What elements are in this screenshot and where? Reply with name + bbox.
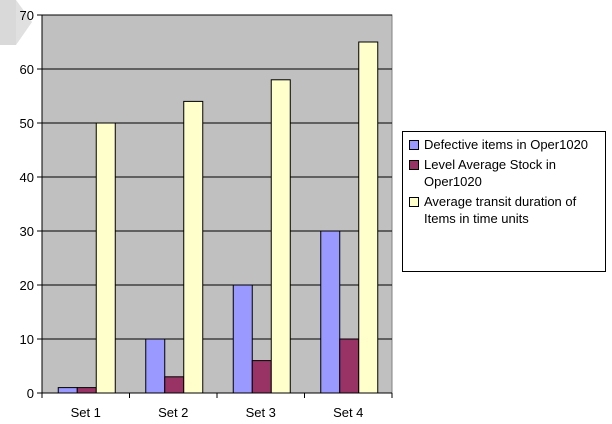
- legend: Defective items in Oper1020 Level Averag…: [402, 131, 606, 272]
- x-tick-label: Set 3: [246, 405, 276, 420]
- bar-defective-1: [57, 387, 78, 394]
- bar-transit-3: [270, 79, 291, 394]
- y-tick-label: 0: [27, 386, 34, 401]
- legend-label-defective: Defective items in Oper1020: [424, 137, 589, 152]
- bar-series: [57, 41, 379, 394]
- bar-stock-3: [251, 360, 272, 394]
- bar-transit-2: [183, 100, 204, 394]
- y-tick-label: 50: [20, 116, 34, 131]
- bar-stock-4: [339, 338, 360, 394]
- x-tick-label: Set 4: [333, 405, 363, 420]
- bar-defective-4: [320, 230, 341, 394]
- legend-swatch-defective: [409, 140, 419, 150]
- x-tick-label: Set 1: [71, 405, 101, 420]
- bar-stock-2: [164, 376, 185, 394]
- y-tick-label: 20: [20, 278, 34, 293]
- legend-item-transit: Average transit duration of Items in tim…: [409, 193, 601, 227]
- bar-stock-1: [76, 387, 97, 394]
- y-tick-label: 70: [20, 8, 34, 23]
- decorative-corner-arrow: [0, 0, 16, 45]
- y-tick-label: 60: [20, 62, 34, 77]
- legend-label-transit: Average transit duration of Items in tim…: [424, 194, 577, 226]
- legend-item-defective: Defective items in Oper1020: [409, 136, 601, 153]
- bar-defective-2: [145, 338, 166, 394]
- x-axis-ticks: Set 1 Set 2 Set 3 Set 4: [41, 393, 393, 420]
- legend-label-stock: Level Average Stock in Oper1020: [424, 157, 557, 189]
- legend-swatch-stock: [409, 160, 419, 170]
- y-axis-ticks: 0 10 20 30 40 50 60 70: [20, 8, 42, 401]
- y-tick-label: 10: [20, 332, 34, 347]
- legend-item-stock: Level Average Stock in Oper1020: [409, 156, 601, 190]
- decorative-corner-arrow-tip: [16, 0, 32, 45]
- y-tick-label: 30: [20, 224, 34, 239]
- legend-swatch-transit: [409, 197, 419, 207]
- bar-defective-3: [232, 284, 253, 394]
- y-tick-label: 40: [20, 170, 34, 185]
- bar-transit-1: [95, 122, 116, 394]
- x-tick-label: Set 2: [158, 405, 188, 420]
- bar-transit-4: [358, 41, 379, 394]
